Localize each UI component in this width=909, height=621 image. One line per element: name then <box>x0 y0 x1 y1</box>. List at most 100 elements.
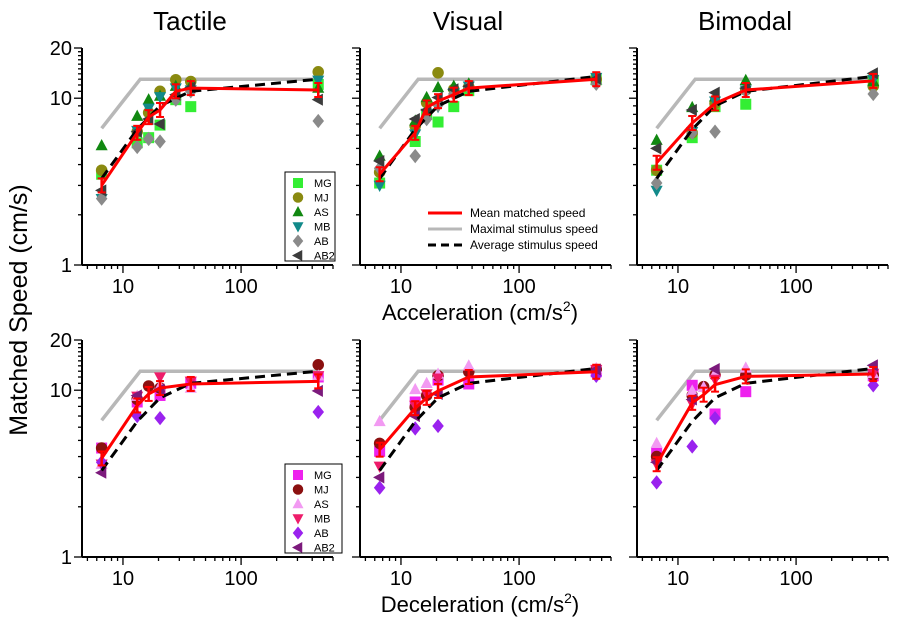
y-tick-label: 10 <box>50 88 72 110</box>
maximal-stimulus-line <box>100 77 319 130</box>
legend-marker-ab <box>292 234 304 248</box>
maximal-stimulus-line <box>655 369 874 422</box>
marker-as <box>697 380 710 393</box>
mean-matched-line <box>100 379 319 460</box>
maximal-stimulus-line <box>378 77 597 130</box>
legend-line-label-average: Average stimulus speed <box>470 238 598 252</box>
marker-mg <box>740 98 752 110</box>
marker-mg <box>409 136 421 148</box>
average-stimulus-line <box>655 366 874 472</box>
legend-label-as: AS <box>314 499 329 511</box>
legend-line-label-maximal: Maximal stimulus speed <box>470 222 598 236</box>
x-tick-label: 100 <box>779 276 812 298</box>
marker-ab <box>312 113 325 129</box>
subject-legend-top: MG MJ AS MB AB AB2 <box>284 171 336 263</box>
marker-ab <box>154 134 166 149</box>
legend-marker-mg <box>293 470 303 480</box>
panel-bottom-middle: 10 100 <box>352 339 612 590</box>
column-title-visual: Visual <box>433 6 503 36</box>
marker-as <box>95 138 108 151</box>
marker-ab <box>650 175 663 191</box>
marker-ab <box>142 131 155 147</box>
x-axis-title-acceleration: Acceleration (cm/s2) <box>382 298 578 325</box>
legend-marker-ab <box>292 526 304 540</box>
marker-as <box>420 90 433 103</box>
legend-marker-as <box>292 206 304 217</box>
marker-as <box>462 359 475 371</box>
subject-legend-bottom: MG MJ AS MB AB AB2 <box>284 463 343 555</box>
marker-as <box>142 93 155 105</box>
legend-marker-ab2 <box>292 542 303 553</box>
marker-mg <box>185 101 197 113</box>
marker-mg <box>740 386 752 398</box>
panel-bottom-left: 10 100 1 10 20 <box>50 330 334 590</box>
x-tick-label: 10 <box>390 568 412 590</box>
marker-mj <box>312 66 325 78</box>
x-tick-label: 100 <box>502 568 535 590</box>
x-tick-label: 100 <box>502 276 535 298</box>
marker-as <box>373 414 386 427</box>
legend-label-as: AS <box>314 207 329 219</box>
x-axis-title-deceleration-sup: 2 <box>564 590 572 606</box>
line-legend: Mean matched speed Maximal stimulus speed… <box>428 206 598 252</box>
marker-ab <box>650 475 663 490</box>
marker-ab <box>867 86 880 102</box>
marker-mb <box>153 92 167 104</box>
legend-label-ab2: AB2 <box>314 251 335 263</box>
legend-marker-mj <box>292 192 304 203</box>
y-tick-label: 1 <box>61 547 72 569</box>
marker-ab <box>686 439 698 454</box>
panel-top-right: 10 100 <box>629 47 889 298</box>
legend-marker-ab2 <box>292 250 303 261</box>
marker-ab <box>154 410 166 426</box>
marker-as <box>409 382 422 395</box>
x-tick-label: 100 <box>779 568 812 590</box>
x-tick-label: 10 <box>390 276 412 298</box>
marker-as <box>431 80 445 93</box>
marker-mb <box>431 373 445 385</box>
average-stimulus-line <box>100 369 319 472</box>
marker-mb <box>650 185 663 198</box>
maximal-stimulus-line <box>100 369 319 422</box>
marker-mg <box>432 116 444 128</box>
marker-mg <box>448 101 460 113</box>
column-title-tactile: Tactile <box>153 6 227 36</box>
marker-ab <box>312 404 325 420</box>
y-tick-label: 20 <box>50 330 72 352</box>
legend-label-mg: MG <box>314 178 332 190</box>
marker-mb <box>153 372 167 384</box>
marker-mb <box>373 180 386 193</box>
x-axis-title-acceleration-end: ) <box>571 300 578 325</box>
x-tick-label: 10 <box>667 276 689 298</box>
marker-ab2 <box>373 154 385 168</box>
marker-ab <box>131 139 143 155</box>
panel-top-left: 10 100 1 10 20 <box>50 38 334 298</box>
mean-matched-line <box>100 86 319 187</box>
x-tick-label: 10 <box>667 568 689 590</box>
marker-ab2 <box>408 112 420 126</box>
marker-ab <box>409 148 421 164</box>
legend-label-ab2: AB2 <box>314 543 335 555</box>
legend-marker-mb <box>292 514 304 525</box>
x-axis-title-deceleration-end: ) <box>572 592 579 617</box>
legend-line-label-mean: Mean matched speed <box>470 206 585 220</box>
x-axis-title-acceleration-sup: 2 <box>563 298 571 314</box>
y-tick-label: 20 <box>50 38 72 60</box>
y-tick-label: 1 <box>61 255 72 277</box>
legend-label-ab: AB <box>314 236 329 248</box>
mean-matched-line <box>378 370 597 451</box>
marker-as <box>650 436 663 449</box>
marker-ab2 <box>373 471 385 484</box>
marker-ab <box>373 480 386 495</box>
x-tick-label: 10 <box>112 568 134 590</box>
mean-matched-line <box>655 372 874 465</box>
marker-ab2 <box>866 359 878 372</box>
legend-label-mb: MB <box>314 514 331 526</box>
panel-top-middle: 10 100 <box>352 47 612 298</box>
x-axis-title-acceleration-text: Acceleration (cm/s <box>382 300 563 325</box>
marker-mj <box>432 67 444 79</box>
marker-ab2 <box>708 362 720 376</box>
x-tick-label: 10 <box>112 276 134 298</box>
column-title-bimodal: Bimodal <box>698 6 792 36</box>
